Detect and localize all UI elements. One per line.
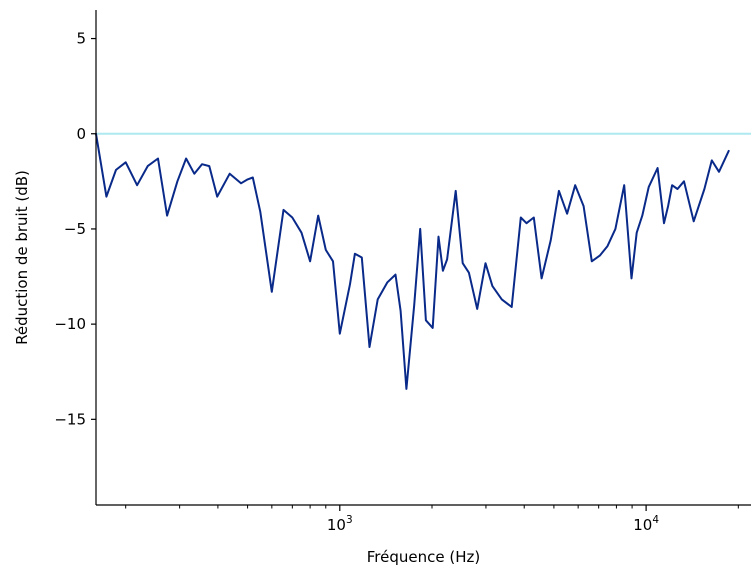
y-tick-label: −10 xyxy=(54,315,86,333)
y-tick-label: 5 xyxy=(76,30,86,48)
y-axis-label: Réduction de bruit (dB) xyxy=(13,170,31,345)
y-tick-label: 0 xyxy=(76,125,86,143)
x-tick-label-exponent: 3 xyxy=(346,514,353,526)
x-tick-label-base: 10 xyxy=(327,516,346,534)
x-tick-label-base: 10 xyxy=(633,516,652,534)
y-tick-label: −5 xyxy=(64,220,86,238)
x-tick-label: 103 xyxy=(327,514,353,534)
axes xyxy=(95,10,751,506)
x-tick-label-exponent: 4 xyxy=(652,514,659,526)
series-line-1 xyxy=(95,132,730,390)
y-tick-label: −15 xyxy=(54,410,86,428)
x-axis-label: Fréquence (Hz) xyxy=(367,548,480,566)
x-tick-label: 104 xyxy=(633,514,659,534)
plot-area xyxy=(95,132,751,390)
